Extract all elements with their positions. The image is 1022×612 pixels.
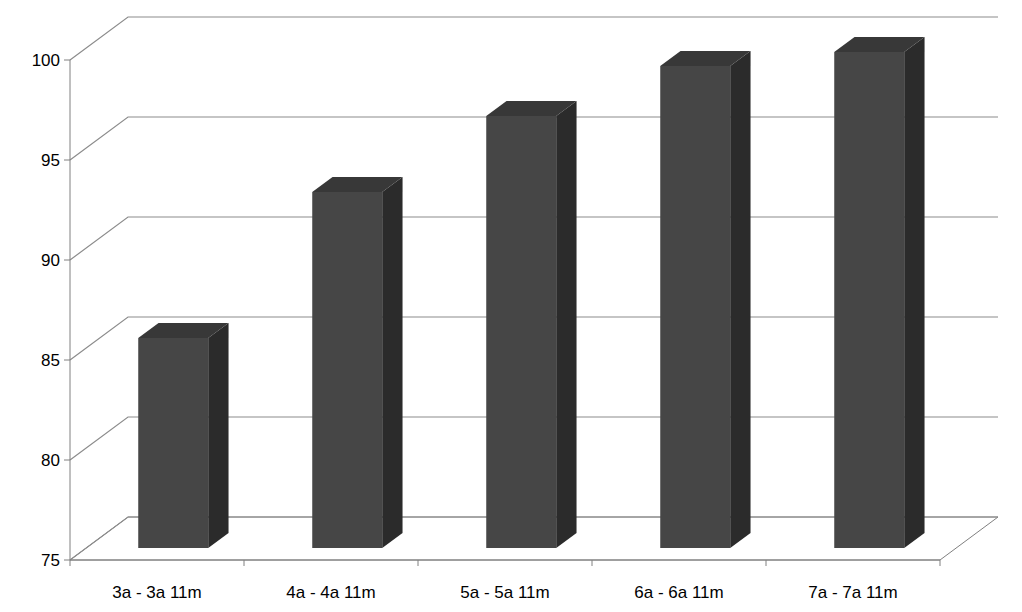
bar-top: [660, 51, 750, 66]
bars: [138, 37, 924, 548]
tick-label: 75: [41, 551, 60, 570]
category-tick: [766, 560, 767, 566]
category-label: 3a - 3a 11m: [112, 583, 201, 602]
bar-top: [312, 177, 402, 192]
tick-label: 95: [41, 151, 60, 170]
bar-top: [486, 101, 576, 116]
tick-label: 80: [41, 451, 60, 470]
bar-side: [730, 51, 750, 548]
bar-top: [834, 37, 924, 52]
grid: [70, 17, 998, 560]
category-label: 5a - 5a 11m: [460, 583, 549, 602]
tick-mark: [64, 360, 70, 361]
category-label: 7a - 7a 11m: [808, 583, 897, 602]
bar-front: [312, 192, 382, 548]
bar: [486, 101, 576, 548]
category-tick: [70, 560, 71, 566]
bar-top: [138, 323, 228, 338]
bar-side: [208, 323, 228, 548]
x-axis: [70, 560, 940, 561]
bar-side: [382, 177, 402, 548]
tick-mark: [64, 260, 70, 261]
y-axis: [70, 60, 71, 560]
bar-front: [834, 52, 904, 548]
tick-mark: [64, 460, 70, 461]
tick-label: 85: [41, 351, 60, 370]
category-tick: [418, 560, 419, 566]
tick-mark: [64, 60, 70, 61]
bar: [834, 37, 924, 548]
bar: [138, 323, 228, 548]
bar: [660, 51, 750, 548]
category-label: 4a - 4a 11m: [286, 583, 375, 602]
bar-side: [904, 37, 924, 548]
bar-side: [556, 101, 576, 548]
tick-mark: [64, 560, 70, 561]
bar: [312, 177, 402, 548]
chart: 75 80 85 90 95 100 3a - 3a 11m 4a - 4a 11m 5a - …: [0, 0, 1022, 612]
bar-front: [660, 66, 730, 548]
tick-label: 100: [32, 51, 60, 70]
tick-mark: [64, 160, 70, 161]
bar-front: [138, 338, 208, 548]
category-tick: [592, 560, 593, 566]
category-tick: [940, 560, 941, 566]
tick-label: 90: [41, 251, 60, 270]
category-label: 6a - 6a 11m: [634, 583, 723, 602]
bar-front: [486, 116, 556, 548]
category-tick: [244, 560, 245, 566]
